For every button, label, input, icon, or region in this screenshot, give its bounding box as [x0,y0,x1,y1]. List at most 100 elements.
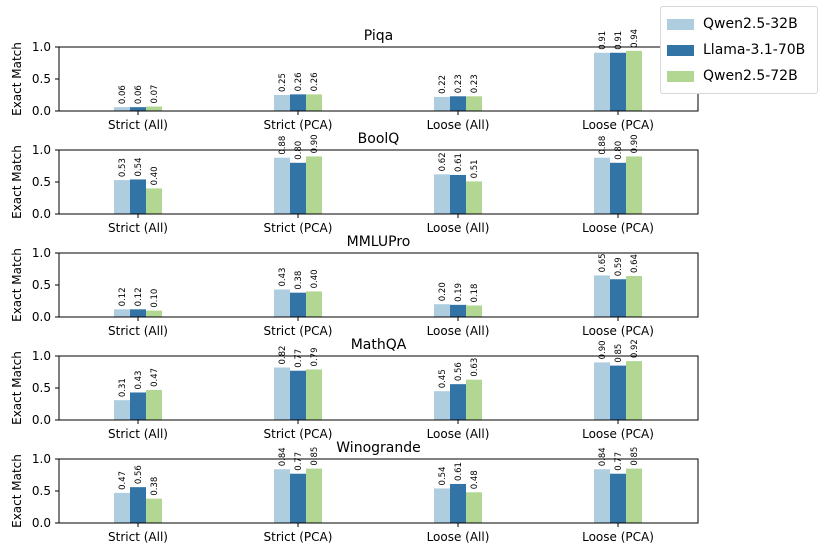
bar [626,50,642,111]
bar [114,180,130,214]
x-tick-label: Loose (PCA) [582,324,654,338]
x-tick-label: Loose (PCA) [582,427,654,441]
bar [626,468,642,523]
bar-value-label: 0.20 [438,282,448,301]
y-axis-label: Exact Match [10,454,24,528]
bar [466,492,482,523]
bar [450,483,466,523]
y-tick-label: 1.0 [32,143,51,157]
y-axis-label: Exact Match [10,248,24,322]
x-tick-label: Loose (All) [427,221,490,235]
legend-label-qwen72b: Qwen2.5-72B [703,68,798,84]
bar-value-label: 0.90 [630,134,640,153]
bar [610,473,626,523]
bar [306,369,322,420]
legend-label-qwen32b: Qwen2.5-32B [703,16,798,32]
bar [466,181,482,214]
y-tick-label: 0.0 [32,310,51,324]
bar-value-label: 0.84 [278,447,288,466]
bar [274,95,290,111]
y-tick-label: 0.5 [32,484,51,498]
bar [434,96,450,111]
bar-value-label: 0.23 [470,74,480,93]
bar [130,487,146,523]
bar [114,107,130,111]
legend-swatch-qwen32b [667,18,694,30]
bar-value-label: 0.84 [598,447,608,466]
bar-value-label: 0.12 [134,287,144,306]
bar-value-label: 0.59 [614,257,624,276]
bar [466,96,482,111]
x-tick-label: Loose (All) [427,530,490,544]
bar [146,188,162,214]
bar-value-label: 0.22 [438,75,448,94]
bar-value-label: 0.48 [470,470,480,489]
bar-value-label: 0.56 [454,362,464,381]
x-tick-label: Loose (All) [427,427,490,441]
panel-title: MathQA [351,337,407,353]
bar-value-label: 0.26 [310,72,320,91]
bar-value-label: 0.31 [118,378,128,397]
bar-value-label: 0.64 [630,254,640,273]
x-tick-label: Strict (All) [108,427,168,441]
bar-value-label: 0.77 [294,349,304,368]
bar-value-label: 0.40 [150,166,160,185]
bar [434,174,450,214]
bar [626,361,642,420]
bar-value-label: 0.10 [150,289,160,308]
bar-value-label: 0.77 [614,452,624,471]
bar-value-label: 0.07 [150,85,160,104]
bar-value-label: 0.63 [470,358,480,377]
bar [114,309,130,317]
bar-value-label: 0.40 [310,269,320,288]
bar-value-label: 0.88 [278,136,288,155]
y-tick-label: 0.5 [32,381,51,395]
bar-value-label: 0.43 [278,268,288,287]
x-tick-label: Loose (All) [427,324,490,338]
x-tick-label: Strict (PCA) [264,118,333,132]
bar [274,157,290,214]
bar [594,362,610,420]
x-tick-label: Strict (PCA) [264,324,333,338]
legend-swatch-llama70b [667,44,694,56]
bar [274,469,290,523]
bar [274,289,290,317]
bar [146,389,162,420]
bar-value-label: 0.38 [294,271,304,290]
panel-title: BoolQ [358,131,400,147]
bar [290,94,306,111]
y-tick-label: 0.0 [32,413,51,427]
bar-value-label: 0.56 [134,465,144,484]
bar [130,107,146,111]
x-tick-label: Loose (PCA) [582,118,654,132]
bar-value-label: 0.19 [454,283,464,302]
x-tick-label: Strict (All) [108,221,168,235]
y-tick-label: 0.0 [32,207,51,221]
y-tick-label: 0.0 [32,516,51,530]
bar-value-label: 0.61 [454,462,464,481]
bar [290,292,306,317]
y-axis-label: Exact Match [10,145,24,219]
bar-value-label: 0.12 [118,287,128,306]
bar-value-label: 0.79 [310,348,320,367]
x-tick-label: Strict (All) [108,530,168,544]
bar-value-label: 0.54 [134,158,144,177]
bar-value-label: 0.06 [134,85,144,104]
bar-value-label: 0.45 [438,369,448,388]
bar [114,492,130,523]
bar-value-label: 0.88 [598,136,608,155]
x-tick-label: Strict (PCA) [264,427,333,441]
bar [274,367,290,420]
bar [450,304,466,317]
bar-value-label: 0.65 [598,253,608,272]
x-tick-label: Loose (PCA) [582,221,654,235]
bar-value-label: 0.53 [118,158,128,177]
legend: Qwen2.5-32B Llama-3.1-70B Qwen2.5-72B [660,6,818,94]
bar-value-label: 0.54 [438,467,448,486]
bar [450,96,466,111]
bar [434,488,450,523]
y-tick-label: 1.0 [32,349,51,363]
bar-value-label: 0.92 [630,339,640,358]
bar-value-label: 0.25 [278,73,288,92]
